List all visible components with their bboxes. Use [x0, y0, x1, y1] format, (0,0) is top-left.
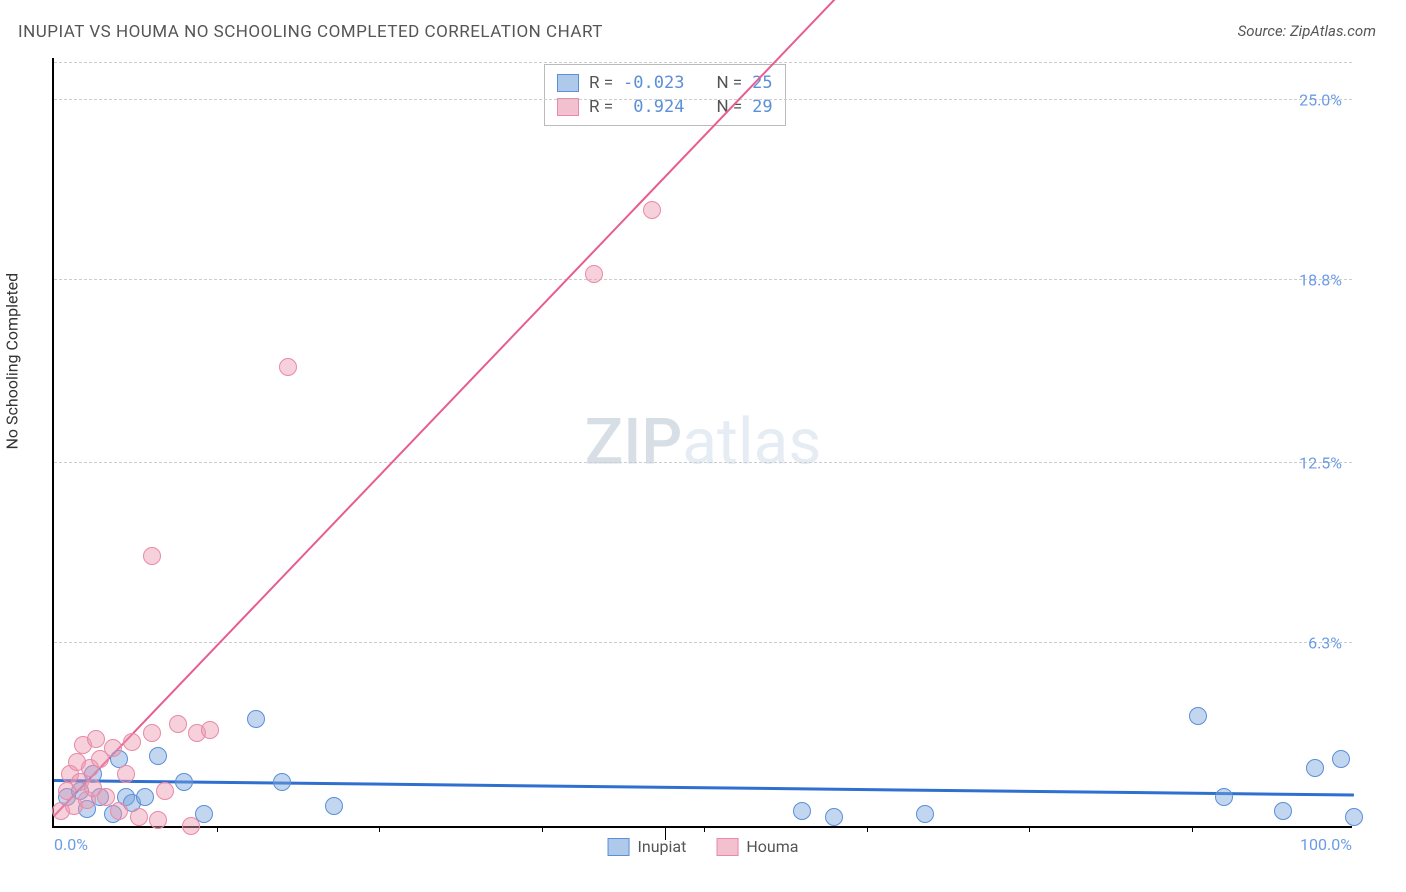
x-minor-tick [379, 826, 380, 832]
stats-label-n: N = [716, 73, 742, 93]
gridline-h [54, 462, 1352, 463]
data-point-houma [643, 201, 661, 219]
y-tick-label: 18.8% [1299, 270, 1342, 289]
x-tick-label: 0.0% [54, 835, 88, 854]
source-attribution: Source: ZipAtlas.com [1238, 22, 1376, 40]
legend-item-inupiat: Inupiat [608, 837, 687, 856]
data-point-houma [110, 802, 128, 820]
data-point-houma [123, 733, 141, 751]
data-point-houma [97, 788, 115, 806]
data-point-houma [143, 724, 161, 742]
gridline-h [54, 642, 1352, 643]
stats-r-inupiat: -0.023 [623, 73, 684, 93]
x-minor-tick [217, 826, 218, 832]
legend-label-inupiat: Inupiat [638, 837, 687, 856]
watermark-zip: ZIP [585, 405, 683, 480]
swatch-inupiat [557, 74, 579, 92]
data-point-inupiat [325, 797, 343, 815]
data-point-inupiat [1274, 802, 1292, 820]
stats-r-houma: 0.924 [623, 97, 684, 117]
legend-item-houma: Houma [716, 837, 798, 856]
stats-label-r: R = [589, 97, 613, 117]
watermark-atlas: atlas [682, 405, 821, 480]
stats-row-inupiat: R = -0.023 N = 25 [557, 71, 773, 95]
stats-label-r: R = [589, 73, 613, 93]
correlation-stats-box: R = -0.023 N = 25 R = 0.924 N = 29 [544, 64, 786, 126]
data-point-houma [104, 739, 122, 757]
data-point-houma [585, 265, 603, 283]
y-tick-label: 12.5% [1299, 453, 1342, 472]
legend-swatch-inupiat [608, 838, 630, 856]
trend-line-inupiat [54, 779, 1354, 797]
data-point-houma [156, 782, 174, 800]
swatch-houma [557, 98, 579, 116]
data-point-houma [117, 765, 135, 783]
legend-swatch-houma [716, 838, 738, 856]
data-point-houma [201, 721, 219, 739]
data-point-inupiat [149, 747, 167, 765]
data-point-houma [279, 358, 297, 376]
data-point-inupiat [247, 710, 265, 728]
gridline-h [54, 279, 1352, 280]
y-axis-label: No Schooling Completed [3, 273, 22, 450]
legend: Inupiat Houma [608, 837, 799, 856]
watermark: ZIPatlas [585, 405, 822, 480]
y-tick-label: 6.3% [1308, 633, 1342, 652]
chart-title: INUPIAT VS HOUMA NO SCHOOLING COMPLETED … [18, 22, 603, 42]
data-point-inupiat [175, 773, 193, 791]
data-point-inupiat [1215, 788, 1233, 806]
gridline-h [54, 62, 1352, 63]
data-point-houma [130, 808, 148, 826]
data-point-inupiat [1332, 750, 1350, 768]
x-minor-tick [704, 826, 705, 832]
x-minor-tick [1029, 826, 1030, 832]
x-major-tick [665, 826, 666, 840]
x-tick-label: 100.0% [1300, 835, 1352, 854]
gridline-h [54, 99, 1352, 100]
stats-n-houma: 29 [752, 97, 772, 117]
x-minor-tick [542, 826, 543, 832]
legend-label-houma: Houma [746, 837, 798, 856]
data-point-inupiat [136, 788, 154, 806]
data-point-inupiat [273, 773, 291, 791]
data-point-inupiat [1345, 808, 1363, 826]
data-point-houma [149, 811, 167, 829]
data-point-inupiat [793, 802, 811, 820]
data-point-houma [169, 715, 187, 733]
data-point-inupiat [1306, 759, 1324, 777]
data-point-inupiat [825, 808, 843, 826]
x-minor-tick [867, 826, 868, 832]
data-point-houma [143, 547, 161, 565]
scatter-plot-area: ZIPatlas R = -0.023 N = 25 R = 0.924 N =… [52, 58, 1352, 828]
y-tick-label: 25.0% [1299, 90, 1342, 109]
data-point-inupiat [916, 805, 934, 823]
data-point-houma [87, 730, 105, 748]
data-point-houma [182, 817, 200, 835]
x-minor-tick [1192, 826, 1193, 832]
data-point-inupiat [1189, 707, 1207, 725]
